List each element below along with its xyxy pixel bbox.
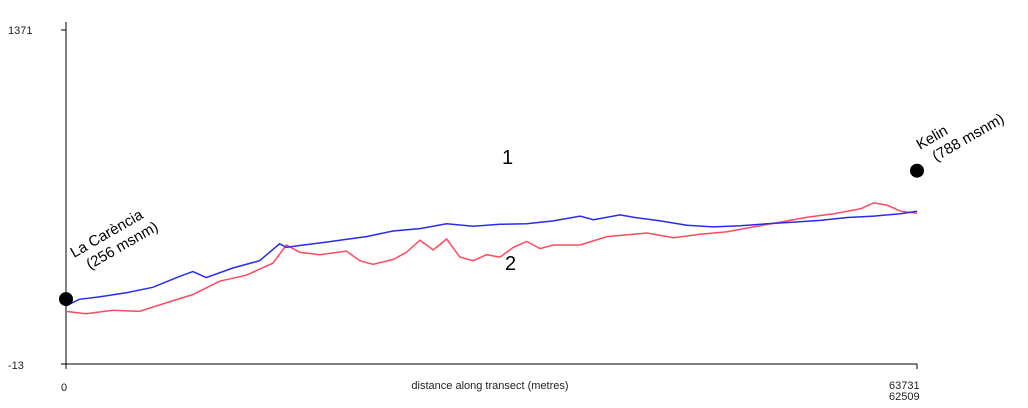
series-1-label: 1 [502, 147, 513, 169]
y-tick-label-min: -13 [8, 360, 24, 372]
x-tick-label-end-secondary: 62509 [889, 391, 920, 403]
series-1-line [65, 210, 918, 307]
end-location-label: Kelin (788 msnm) [914, 110, 1008, 165]
series-2-line [65, 202, 918, 315]
y-tick-label-max: 1371 [8, 25, 32, 37]
x-axis-title: distance along transect (metres) [411, 380, 568, 392]
start-location-label: La Carència (256 msnm) [68, 206, 162, 273]
series-2-label: 2 [505, 253, 516, 275]
endpoint-marker-end [910, 163, 924, 178]
x-tick-label-end: 63731 [889, 380, 920, 392]
endpoint-marker-start [59, 292, 73, 307]
x-tick-label-start: 0 [61, 382, 67, 394]
